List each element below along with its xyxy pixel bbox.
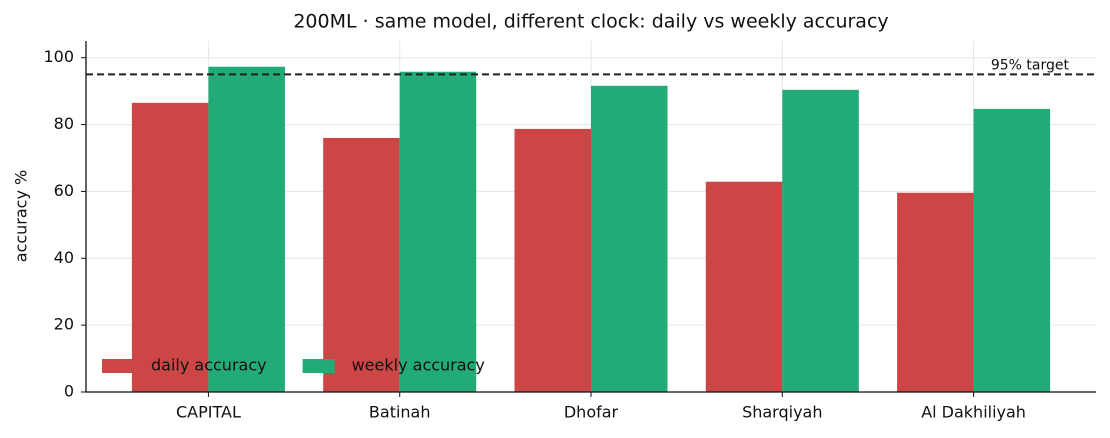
x-tick-label: Sharqiyah <box>742 403 822 422</box>
y-axis-label: accuracy % <box>12 170 31 262</box>
y-tick-label: 40 <box>54 248 74 267</box>
bar <box>399 71 477 393</box>
bar <box>323 137 400 392</box>
target-label: 95% target <box>991 57 1070 73</box>
bar <box>208 66 285 393</box>
x-tick-label: Al Dakhiliyah <box>921 403 1026 422</box>
legend-label: daily accuracy <box>151 356 267 375</box>
bar <box>782 89 859 392</box>
y-tick-label: 0 <box>64 382 74 401</box>
legend-label: weekly accuracy <box>352 356 485 375</box>
x-tick-label: Dhofar <box>564 403 619 422</box>
x-tick-label: CAPITAL <box>176 403 241 422</box>
bar <box>705 181 783 392</box>
bar <box>591 85 668 393</box>
bar <box>131 102 209 392</box>
y-tick-label: 60 <box>54 181 74 200</box>
y-tick-label: 100 <box>43 47 74 66</box>
y-tick-label: 20 <box>54 315 74 334</box>
bar <box>973 108 1051 393</box>
legend-swatch <box>102 359 134 373</box>
legend-swatch <box>302 359 335 373</box>
chart-title: 200ML · same model, different clock: dai… <box>293 11 888 33</box>
bar <box>897 192 974 392</box>
y-tick-label: 80 <box>54 114 74 133</box>
bar <box>514 128 591 392</box>
x-tick-label: Batinah <box>369 403 431 422</box>
